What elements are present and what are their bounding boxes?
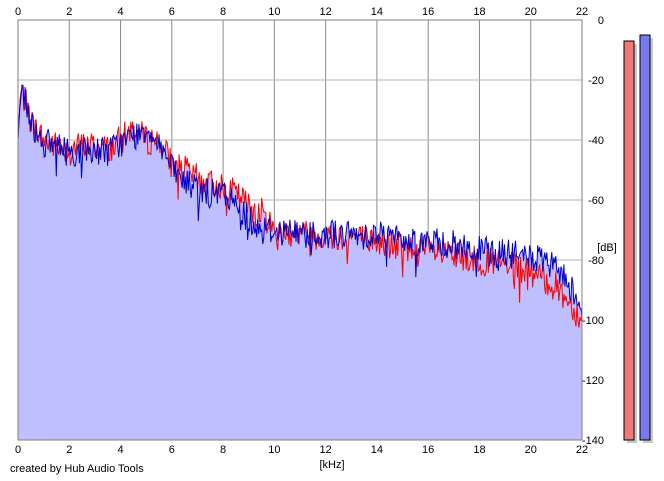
x-tick-label: 10 [268, 444, 280, 456]
y-tick-labels: 0 -20 -40 -60 -80 -100 -120 -140 [582, 15, 604, 447]
y-tick-label: -40 [588, 135, 604, 147]
series-line [17, 84, 583, 328]
x-tick-label: 20 [525, 6, 537, 18]
plot-frame [17, 19, 583, 441]
y-tick-label: -20 [588, 75, 604, 87]
x-tick-label: 6 [169, 444, 175, 456]
x-tick-label: 6 [169, 6, 175, 18]
x-tick-label: 2 [66, 6, 72, 18]
x-tick-label: 4 [117, 444, 123, 456]
x-tick-label: 8 [220, 444, 226, 456]
x-tick-label: 16 [422, 444, 434, 456]
y-tick-label: -60 [588, 195, 604, 207]
level-meters [623, 34, 653, 443]
x-tick-label: 20 [525, 444, 537, 456]
level-meter-bar [639, 34, 651, 441]
x-tick-label: 18 [473, 444, 485, 456]
y-tick-label: -140 [582, 435, 604, 447]
x-tick-label: 14 [371, 6, 383, 18]
series-line [17, 84, 583, 318]
x-tick-label: 22 [576, 444, 588, 456]
y-axis-label: [dB] [597, 242, 617, 254]
x-tick-label: 18 [473, 6, 485, 18]
y-tick-label: 0 [598, 15, 604, 27]
level-meter-bar [623, 40, 635, 441]
x-tick-label: 16 [422, 6, 434, 18]
x-tick-labels-top: 0 2 4 6 8 10 12 14 16 18 20 22 [15, 6, 588, 18]
x-tick-label: 12 [320, 6, 332, 18]
y-tick-label: -100 [582, 315, 604, 327]
x-tick-label: 4 [117, 6, 123, 18]
spectrum-fill-area [18, 84, 582, 441]
series-lines [17, 84, 583, 328]
x-tick-label: 8 [220, 6, 226, 18]
x-tick-label: 2 [66, 444, 72, 456]
y-tick-label: -120 [582, 375, 604, 387]
x-tick-label: 22 [576, 6, 588, 18]
x-tick-label: 0 [15, 444, 21, 456]
x-tick-label: 0 [15, 6, 21, 18]
x-tick-label: 14 [371, 444, 383, 456]
x-tick-labels-bottom: 0 2 4 6 8 10 12 14 16 18 20 22 [15, 444, 588, 456]
credit-text: created by Hub Audio Tools [10, 463, 144, 475]
x-tick-label: 10 [268, 6, 280, 18]
x-axis-label: [kHz] [319, 459, 344, 471]
y-tick-label: -80 [588, 255, 604, 267]
x-tick-label: 12 [320, 444, 332, 456]
